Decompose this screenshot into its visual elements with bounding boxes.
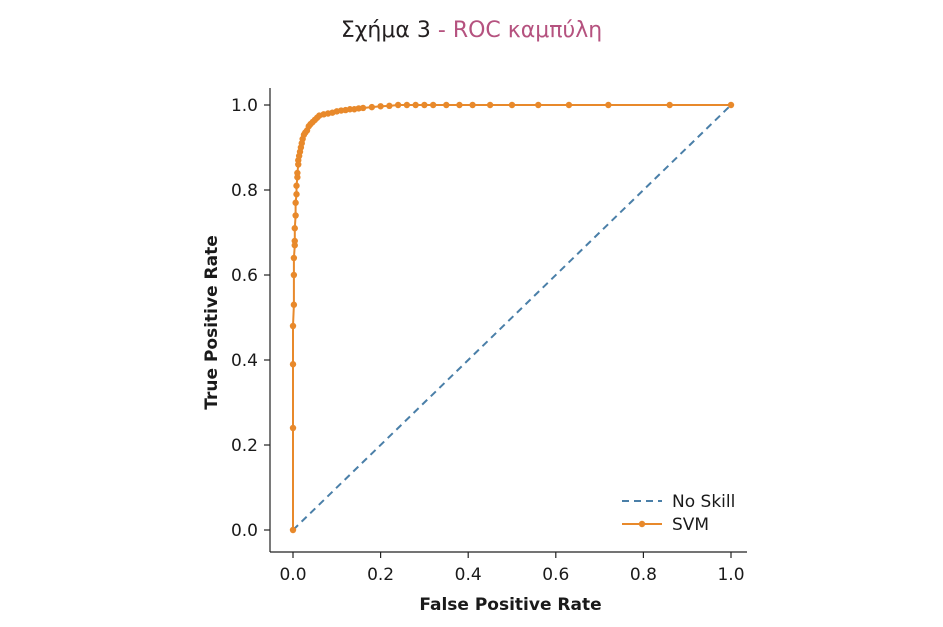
series-point-svm (727, 101, 735, 109)
series-point-svm (368, 103, 376, 111)
x-tick-label: 1.0 (717, 565, 744, 585)
figure-caption-separator: - (430, 18, 453, 43)
y-axis-label: True Positive Rate (202, 235, 222, 409)
series-point-svm (294, 169, 301, 177)
series-point-svm (508, 101, 516, 109)
figure-caption: Σχήμα 3 - ROC καμπύλη (0, 18, 943, 43)
series-point-svm (403, 101, 411, 109)
series-point-svm (429, 101, 437, 109)
series-point-svm (293, 182, 300, 189)
series-point-svm (289, 526, 297, 534)
x-tick-label: 0.6 (542, 565, 569, 585)
series-point-svm (293, 191, 300, 198)
series-point-svm (292, 199, 299, 206)
series-point-svm (291, 225, 298, 232)
series-point-svm (346, 106, 354, 113)
series-point-svm (289, 322, 297, 330)
x-tick-label: 0.8 (630, 565, 657, 585)
chart-labels: False Positive Rate True Positive Rate (202, 235, 602, 615)
y-tick-label: 0.0 (231, 521, 258, 541)
legend-label-svm: SVM (672, 515, 709, 535)
y-tick-label: 0.8 (231, 181, 258, 201)
series-point-svm (394, 101, 402, 109)
legend-label-no-skill: No Skill (672, 492, 735, 512)
series-line-no-skill (292, 104, 732, 531)
series-point-svm (456, 101, 463, 109)
y-tick-label: 1.0 (231, 96, 258, 116)
series-point-svm (421, 101, 428, 109)
chart-axes: 0.0 0.2 0.4 0.6 0.8 1.0 0.0 0.2 0.4 0.6 0.8 1.0 (231, 88, 747, 585)
y-tick-label: 0.4 (231, 351, 258, 371)
series-point-svm (565, 101, 573, 109)
y-tick-label: 0.2 (231, 436, 258, 456)
figure-caption-title: ROC καμπύλη (452, 18, 603, 43)
series-point-svm (605, 101, 612, 109)
x-tick-label: 0.2 (367, 565, 394, 585)
series-point-svm (377, 103, 384, 110)
series-point-svm (291, 237, 298, 245)
x-axis-label: False Positive Rate (419, 595, 601, 615)
chart-series (289, 101, 735, 534)
series-point-svm (290, 254, 298, 262)
series-point-svm (666, 101, 673, 109)
chart-legend: No Skill SVM (622, 492, 735, 535)
series-point-svm (289, 361, 297, 368)
y-tick-label: 0.6 (231, 266, 258, 286)
series-point-svm (289, 424, 297, 432)
series-point-svm (292, 212, 299, 219)
legend-marker-svm (638, 520, 646, 528)
series-point-svm (535, 101, 542, 109)
figure-caption-number: Σχήμα 3 (340, 18, 431, 43)
x-tick-label: 0.4 (455, 565, 482, 585)
series-point-svm (386, 102, 393, 110)
series-point-svm (412, 101, 419, 109)
series-point-svm (443, 101, 450, 109)
series-point-svm (486, 101, 494, 109)
x-tick-label: 0.0 (279, 565, 306, 585)
series-point-svm (469, 101, 476, 109)
series-point-svm (290, 301, 298, 308)
series-point-svm (290, 271, 298, 279)
series-point-svm (359, 104, 367, 112)
